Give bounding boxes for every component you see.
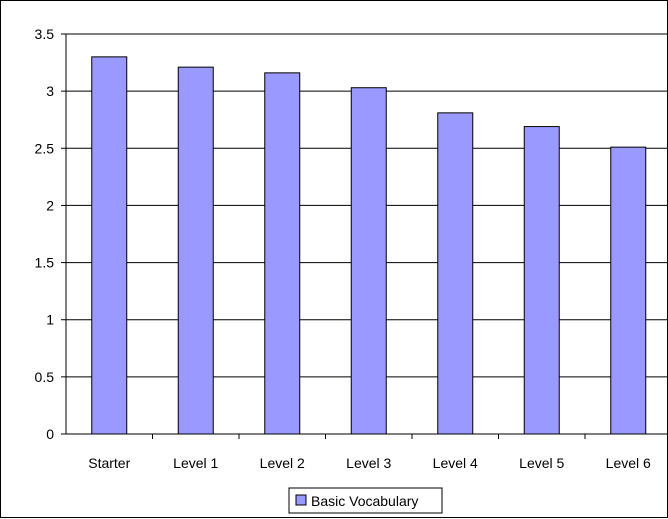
legend-box: [288, 487, 443, 514]
y-tick-label: 0.5: [35, 369, 55, 385]
bar-level-5: [523, 126, 560, 435]
y-tick-label: 2: [46, 197, 54, 213]
x-category-label: Level 5: [519, 455, 564, 471]
y-tick-label: 0: [46, 426, 54, 442]
axes: [61, 33, 668, 439]
x-category-label: Level 4: [433, 455, 478, 471]
bar-level-6: [610, 146, 647, 435]
x-category-label: Level 1: [173, 455, 218, 471]
y-tick-label: 3.5: [35, 26, 55, 42]
legend-swatch: [295, 494, 307, 506]
legend-label: Basic Vocabulary: [311, 493, 418, 509]
x-category-label: Starter: [88, 455, 130, 471]
y-tick-labels: 0 0.5 1 1.5 2 2.5 3 3.5: [35, 26, 55, 442]
bar-level-3: [350, 87, 387, 435]
x-category-label: Level 3: [346, 455, 391, 471]
bar-starter: [91, 56, 128, 435]
bars: [91, 56, 647, 435]
y-tick-label: 1: [46, 312, 54, 328]
y-tick-label: 1.5: [35, 255, 55, 271]
x-category-labels: Starter Level 1 Level 2 Level 3 Level 4 Level…: [88, 455, 651, 471]
x-category-label: Level 2: [260, 455, 305, 471]
legend: Basic Vocabulary: [288, 487, 443, 514]
y-tick-label: 3: [46, 83, 54, 99]
bar-level-4: [437, 112, 474, 435]
bar-level-2: [264, 72, 301, 435]
y-tick-label: 2.5: [35, 140, 55, 156]
x-category-label: Level 6: [606, 455, 651, 471]
bar-level-1: [177, 66, 214, 435]
